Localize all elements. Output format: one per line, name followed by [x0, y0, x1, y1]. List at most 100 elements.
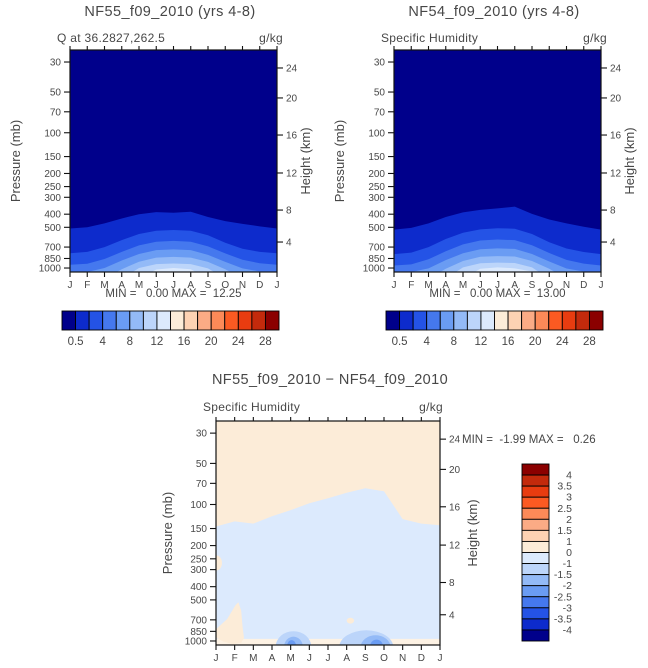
panel2-subtitle-row: Specific Humidity g/kg — [381, 31, 607, 45]
month-label: F — [232, 653, 238, 664]
colorbar-cell — [385, 310, 401, 331]
colorbar-label: 4 — [566, 470, 572, 482]
pressure-tick-label: 1000 — [39, 264, 62, 275]
month-label: J — [326, 653, 331, 664]
colorbar-cell — [534, 310, 550, 331]
month-label: F — [408, 280, 414, 291]
panel2-title: NF54_f09_2010 (yrs 4-8) — [408, 4, 580, 20]
pressure-tick-label: 100 — [368, 128, 385, 139]
colorbar-cell — [224, 310, 239, 331]
colorbar-nf54: 0.5 4 8 12 16 20 24 28 — [385, 310, 604, 348]
colorbar-cell — [251, 310, 266, 331]
colorbar-label: 2.5 — [557, 503, 572, 515]
negative-anomaly-region — [216, 488, 440, 645]
pressure-tick-label: 30 — [374, 58, 386, 69]
colorbar-cell — [575, 310, 590, 331]
colorbar-cell — [548, 310, 563, 331]
panel-nf54: J F M A M J J A S O N D J305070100150200250300400500… — [332, 46, 637, 348]
height-axis: 24 20 16 12 8 4 Height (km) — [601, 63, 637, 249]
month-label: A — [118, 280, 125, 291]
month-label: M — [286, 653, 294, 664]
month-label: A — [511, 280, 518, 291]
pressure-tick-label: 200 — [368, 169, 385, 180]
month-label: D — [580, 280, 587, 291]
contour-field-difference — [216, 421, 440, 645]
height-tick-label: 24 — [610, 63, 622, 74]
month-label: A — [343, 653, 350, 664]
colorbar-label: -2 — [563, 580, 572, 592]
pressure-tick-label: 70 — [50, 107, 62, 118]
month-label: A — [442, 280, 449, 291]
warm-blob-winter-lower-left — [216, 602, 244, 645]
colorbar-cell — [156, 310, 171, 331]
colorbar-difference: 43.532.521.510-1-1.5-2-2.5-3-3.5-4 — [521, 463, 572, 642]
contour-field-nf55 — [70, 50, 277, 272]
height-tick-label: 12 — [610, 168, 622, 179]
height-axis-label: Height (km) — [298, 127, 313, 194]
colorbar-cell — [426, 310, 441, 331]
colorbar-cell — [170, 310, 185, 331]
panel-nf55: J F M A M J J A S O N D J305070100150200250300400500… — [8, 46, 313, 348]
pressure-tick-label: 250 — [190, 554, 207, 565]
pressure-tick-label: 50 — [196, 459, 208, 470]
colorbar-label: 16 — [502, 336, 515, 348]
height-tick-label: 16 — [449, 502, 461, 513]
colorbar-cell — [142, 310, 158, 331]
pressure-tick-label: 400 — [44, 210, 61, 221]
cool-blob-sep-dot — [370, 639, 383, 645]
colorbar-label: -1.5 — [554, 569, 572, 581]
colorbar-label: 16 — [178, 336, 191, 348]
month-label: F — [84, 280, 90, 291]
colorbar-cell — [412, 310, 428, 331]
colorbar-label: -3.5 — [554, 613, 572, 625]
month-label: M — [459, 280, 467, 291]
colorbar-cell — [521, 496, 550, 509]
height-axis-label: Height (km) — [465, 499, 480, 566]
month-label: N — [239, 280, 246, 291]
height-tick-label: 4 — [286, 238, 292, 249]
pressure-tick-label: 70 — [196, 479, 208, 490]
colorbar-cell — [521, 529, 550, 542]
height-tick-label: 12 — [449, 541, 461, 552]
pressure-tick-label: 150 — [44, 152, 61, 163]
colorbar-cell — [521, 585, 550, 598]
colorbar-cell — [521, 607, 550, 620]
colorbar-label: 12 — [475, 336, 488, 348]
colorbar-cell — [521, 474, 550, 487]
month-label: S — [529, 280, 536, 291]
pressure-axis-label: Pressure (mb) — [8, 120, 23, 202]
height-tick-label: 20 — [286, 93, 298, 104]
month-label: D — [256, 280, 263, 291]
colorbar-cell — [521, 618, 550, 631]
month-label: O — [545, 280, 553, 291]
month-label: J — [214, 653, 219, 664]
height-tick-label: 20 — [449, 465, 461, 476]
height-tick-label: 4 — [449, 610, 455, 621]
pressure-tick-label: 100 — [190, 500, 207, 511]
panel2-subtitle: Specific Humidity — [381, 31, 479, 45]
month-label: J — [495, 280, 500, 291]
colorbar-label: 3.5 — [557, 481, 572, 493]
pressure-tick-label: 150 — [368, 152, 385, 163]
colorbar-label: 8 — [451, 336, 457, 348]
panel2-units: g/kg — [583, 31, 607, 45]
colorbar-label: 4 — [99, 336, 106, 348]
pressure-tick-label: 30 — [196, 429, 208, 440]
pressure-tick-label: 700 — [368, 243, 385, 254]
colorbar-cell — [561, 310, 577, 331]
pressure-tick-label: 500 — [190, 595, 207, 606]
colorbar-label: 8 — [127, 336, 133, 348]
pressure-tick-label: 1000 — [363, 264, 386, 275]
panel3-subtitle-row: Specific Humidity g/kg — [203, 400, 443, 414]
colorbar-cell — [61, 310, 77, 331]
pressure-tick-label: 70 — [374, 107, 386, 118]
panel1-minmax: MIN = 0.00 MAX = 12.25 — [105, 288, 242, 300]
pressure-tick-label: 250 — [368, 182, 385, 193]
month-label: N — [563, 280, 570, 291]
colorbar-cell — [466, 310, 482, 331]
